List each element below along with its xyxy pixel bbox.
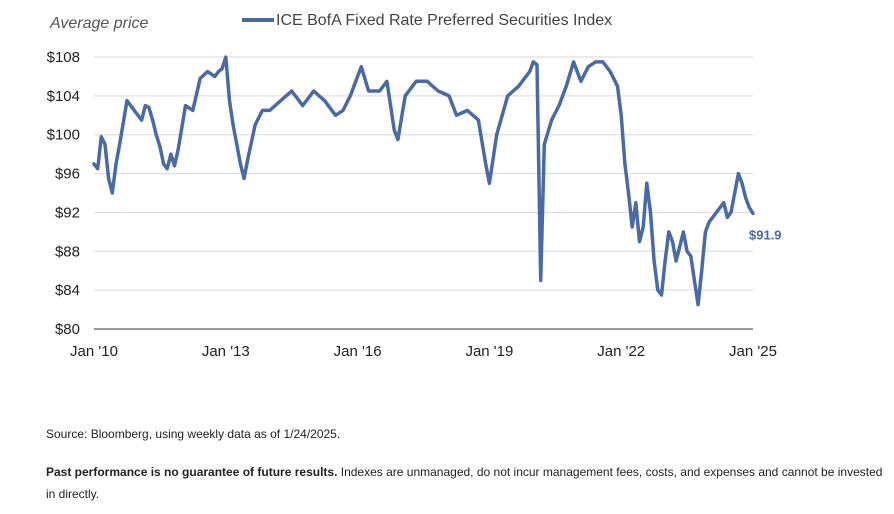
end-value-label: $91.9 — [749, 227, 782, 242]
y-axis-label: Average price — [49, 15, 149, 32]
annotations: $91.9 — [749, 227, 782, 242]
disclaimer-rest: Indexes are unmanaged, do not incur mana… — [46, 465, 883, 501]
y-tick-label: $104 — [47, 88, 80, 105]
disclaimer: Past performance is no guarantee of futu… — [46, 461, 886, 505]
disclaimer-bold: Past performance is no guarantee of futu… — [46, 465, 338, 479]
y-tick-label: $108 — [47, 49, 80, 66]
legend: ICE BofA Fixed Rate Preferred Securities… — [242, 12, 612, 29]
y-tick-label: $80 — [55, 321, 80, 338]
y-tick-label: $92 — [55, 204, 80, 221]
x-tick-labels: Jan '10 Jan '13 Jan '16 Jan '19 Jan '22 Jan '… — [70, 343, 777, 360]
source-note: Source: Bloomberg, using weekly data as … — [46, 427, 341, 441]
x-tick-label: Jan '22 — [597, 343, 645, 360]
series-line — [92, 55, 755, 307]
y-tick-label: $84 — [55, 282, 80, 299]
x-tick-label: Jan '25 — [729, 343, 777, 360]
x-tick-label: Jan '16 — [334, 343, 382, 360]
grid — [94, 56, 753, 330]
y-tick-label: $100 — [47, 127, 80, 144]
price-chart: Average price ICE BofA Fixed Rate Prefer… — [47, 12, 782, 360]
y-tick-label: $88 — [55, 243, 80, 260]
x-tick-label: Jan '13 — [202, 343, 250, 360]
x-tick-label: Jan '19 — [465, 343, 513, 360]
y-tick-labels: $80 $84 $88 $92 $96 $100 $104 $108 — [47, 49, 80, 338]
y-tick-label: $96 — [55, 166, 80, 183]
x-tick-label: Jan '10 — [70, 343, 118, 360]
series-group — [92, 55, 755, 307]
legend-entry: ICE BofA Fixed Rate Preferred Securities… — [276, 12, 612, 29]
